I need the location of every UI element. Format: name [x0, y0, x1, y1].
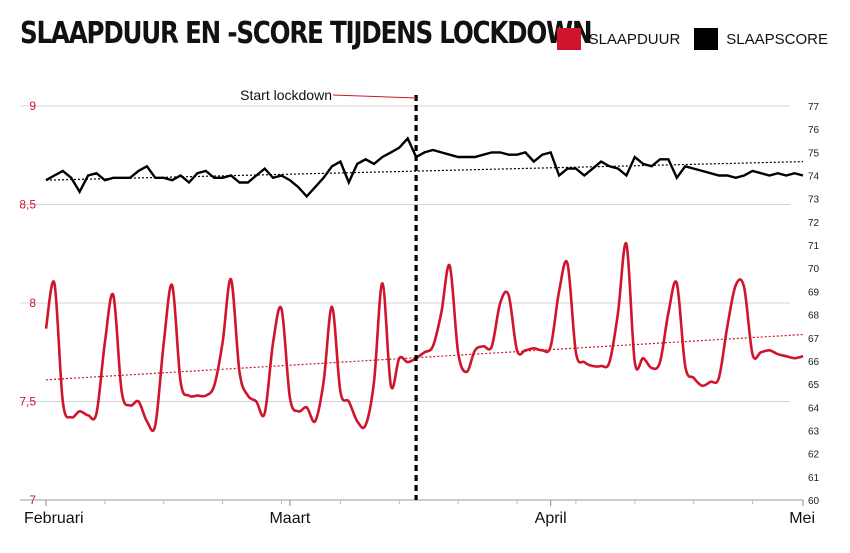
legend-swatch-slaapscore	[694, 28, 719, 50]
series-line-slaapscore	[45, 136, 804, 199]
legend-item-slaapduur: SLAAPDUUR	[556, 28, 681, 50]
y-right-tick-label: 71	[808, 241, 820, 252]
annotation-label: Start lockdown	[240, 87, 332, 103]
series-line-slaapduur	[44, 242, 804, 432]
y-right-tick-label: 63	[808, 426, 820, 437]
y-right-tick-label: 74	[808, 172, 820, 183]
y-right-tick-label: 77	[808, 102, 820, 113]
legend-label-slaapscore: SLAAPSCORE	[726, 30, 828, 48]
y-right-tick-label: 75	[808, 148, 820, 159]
y-right-tick-label: 68	[808, 311, 820, 322]
y-right-tick-label: 61	[808, 473, 820, 484]
y-right-tick-label: 67	[808, 334, 820, 345]
x-tick-label: April	[535, 510, 567, 527]
y-right-tick-label: 60	[808, 496, 820, 507]
x-tick-label: Maart	[269, 510, 310, 527]
legend-item-slaapscore: SLAAPSCORE	[694, 28, 828, 50]
legend: SLAAPDUUR SLAAPSCORE	[556, 28, 828, 50]
y-right-tick-label: 69	[808, 287, 820, 298]
y-right-tick-label: 76	[808, 125, 820, 136]
y-right-tick-label: 66	[808, 357, 820, 368]
y-left-tick-label: 9	[29, 99, 36, 113]
y-left-tick-label: 8,5	[19, 198, 36, 212]
y-right-tick-label: 64	[808, 403, 820, 414]
y-left-tick-label: 8	[29, 296, 36, 310]
y-right-tick-label: 62	[808, 450, 820, 461]
legend-label-slaapduur: SLAAPDUUR	[588, 30, 681, 48]
y-right-tick-label: 72	[808, 218, 820, 229]
y-right-tick-label: 65	[808, 380, 820, 391]
y-right-tick-label: 70	[808, 264, 820, 275]
annotation-leader-line	[332, 94, 417, 99]
chart-title: SLAAPDUUR EN -SCORE TIJDENS LOCKDOWN	[20, 16, 593, 51]
x-tick-label: Februari	[24, 510, 84, 527]
y-left-tick-label: 7,5	[19, 395, 36, 409]
legend-swatch-slaapduur	[556, 28, 581, 50]
y-right-tick-label: 73	[808, 195, 820, 206]
x-tick-label: Mei	[789, 510, 815, 527]
